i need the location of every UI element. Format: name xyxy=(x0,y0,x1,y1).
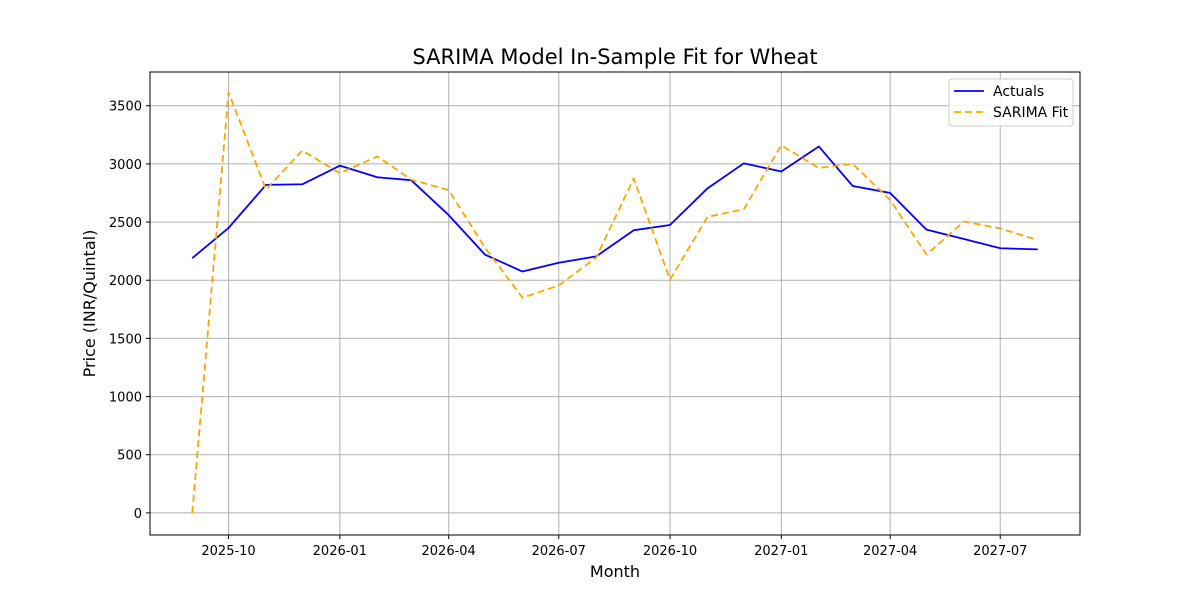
y-tick-label: 0 xyxy=(134,507,142,522)
series-layer xyxy=(191,91,1038,513)
legend-label: Actuals xyxy=(993,84,1044,100)
axis-ticks: 0 500 1000 1500 2000 2500 3000 3500 2025-10 2026-… xyxy=(109,100,1027,559)
x-tick-label: 2025-10 xyxy=(201,544,255,559)
x-tick-label: 2026-04 xyxy=(422,544,476,559)
plot-frame xyxy=(149,71,1081,536)
x-tick-label: 2027-01 xyxy=(754,544,808,559)
x-tick-label: 2026-10 xyxy=(643,544,697,559)
legend-label: SARIMA Fit xyxy=(993,105,1069,121)
series-line-actuals xyxy=(191,145,1038,273)
y-tick-label: 2500 xyxy=(109,216,142,231)
legend: Actuals SARIMA Fit xyxy=(948,78,1074,127)
series-line-sarima-fit xyxy=(191,91,1038,513)
x-tick-label: 2026-01 xyxy=(313,544,367,559)
x-tick-label: 2026-07 xyxy=(532,544,586,559)
y-tick-label: 3500 xyxy=(109,100,142,115)
chart-title: SARIMA Model In-Sample Fit for Wheat xyxy=(412,45,817,69)
y-axis-title: Price (INR/Quintal) xyxy=(80,230,99,378)
y-tick-label: 3000 xyxy=(109,158,142,173)
x-axis-title: Month xyxy=(590,562,640,581)
grid-lines xyxy=(150,72,1080,535)
y-tick-label: 1000 xyxy=(109,391,142,406)
y-tick-label: 2000 xyxy=(109,274,142,289)
x-tick-label: 2027-07 xyxy=(973,544,1027,559)
x-tick-label: 2027-04 xyxy=(863,544,917,559)
y-tick-label: 1500 xyxy=(109,332,142,347)
y-tick-label: 500 xyxy=(117,449,142,464)
